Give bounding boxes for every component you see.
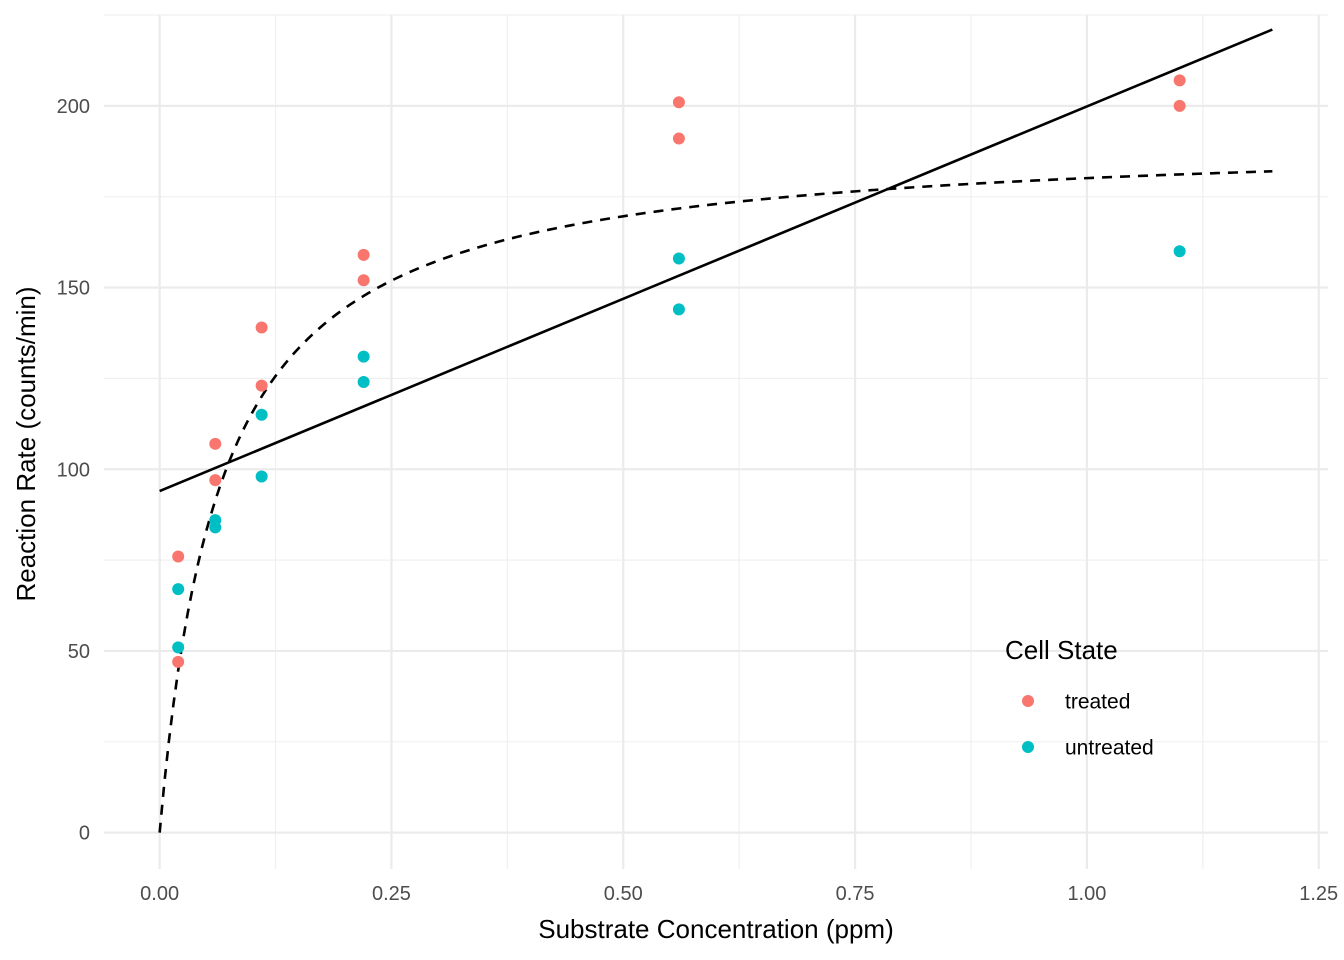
point-untreated <box>1173 245 1186 258</box>
point-treated <box>357 248 370 261</box>
legend-key-treated <box>1022 695 1034 707</box>
point-untreated <box>255 408 268 421</box>
y-tick-label: 100 <box>57 459 90 481</box>
y-tick-label: 0 <box>79 823 90 845</box>
point-treated <box>1173 74 1186 87</box>
x-tick-label: 1.25 <box>1299 883 1338 905</box>
grid-major <box>104 15 1328 869</box>
point-untreated <box>357 350 370 363</box>
data-points <box>172 74 1186 668</box>
y-axis-title: Reaction Rate (counts/min) <box>11 286 41 601</box>
legend: Cell State treated untreated <box>1005 635 1154 760</box>
legend-entries: treated untreated <box>1022 691 1154 760</box>
x-tick-label: 0.50 <box>604 883 643 905</box>
x-tick-labels: 0.00 0.25 0.50 0.75 1.00 1.25 <box>140 883 1338 905</box>
x-tick-label: 0.00 <box>140 883 179 905</box>
legend-title: Cell State <box>1005 635 1118 665</box>
point-untreated <box>357 376 370 389</box>
fit-lines <box>158 28 1273 833</box>
point-untreated <box>172 641 185 654</box>
y-tick-label: 50 <box>68 641 90 663</box>
point-treated <box>1173 99 1186 112</box>
x-tick-label: 1.00 <box>1067 883 1106 905</box>
legend-key-untreated <box>1022 741 1034 753</box>
point-treated <box>672 96 685 109</box>
point-untreated <box>255 470 268 483</box>
y-tick-label: 200 <box>57 96 90 118</box>
point-untreated <box>209 514 222 527</box>
point-treated <box>255 379 268 392</box>
x-tick-label: 0.75 <box>836 883 875 905</box>
point-treated <box>672 132 685 145</box>
point-untreated <box>172 583 185 596</box>
legend-label-untreated: untreated <box>1065 737 1154 760</box>
y-tick-labels: 0 50 100 150 200 <box>57 96 90 845</box>
michaelis-menten-fit-line <box>158 170 1273 833</box>
point-treated <box>255 321 268 334</box>
x-tick-label: 0.25 <box>372 883 411 905</box>
point-untreated <box>672 252 685 265</box>
grid-minor <box>104 14 1328 869</box>
point-treated <box>172 550 185 563</box>
point-treated <box>172 655 185 668</box>
linear-fit-line <box>159 28 1273 493</box>
point-untreated <box>672 303 685 316</box>
x-axis-title: Substrate Concentration (ppm) <box>538 914 894 944</box>
point-treated <box>209 437 222 450</box>
point-treated <box>209 474 222 487</box>
point-treated <box>357 274 370 287</box>
legend-label-treated: treated <box>1065 691 1130 714</box>
y-tick-label: 150 <box>57 278 90 300</box>
